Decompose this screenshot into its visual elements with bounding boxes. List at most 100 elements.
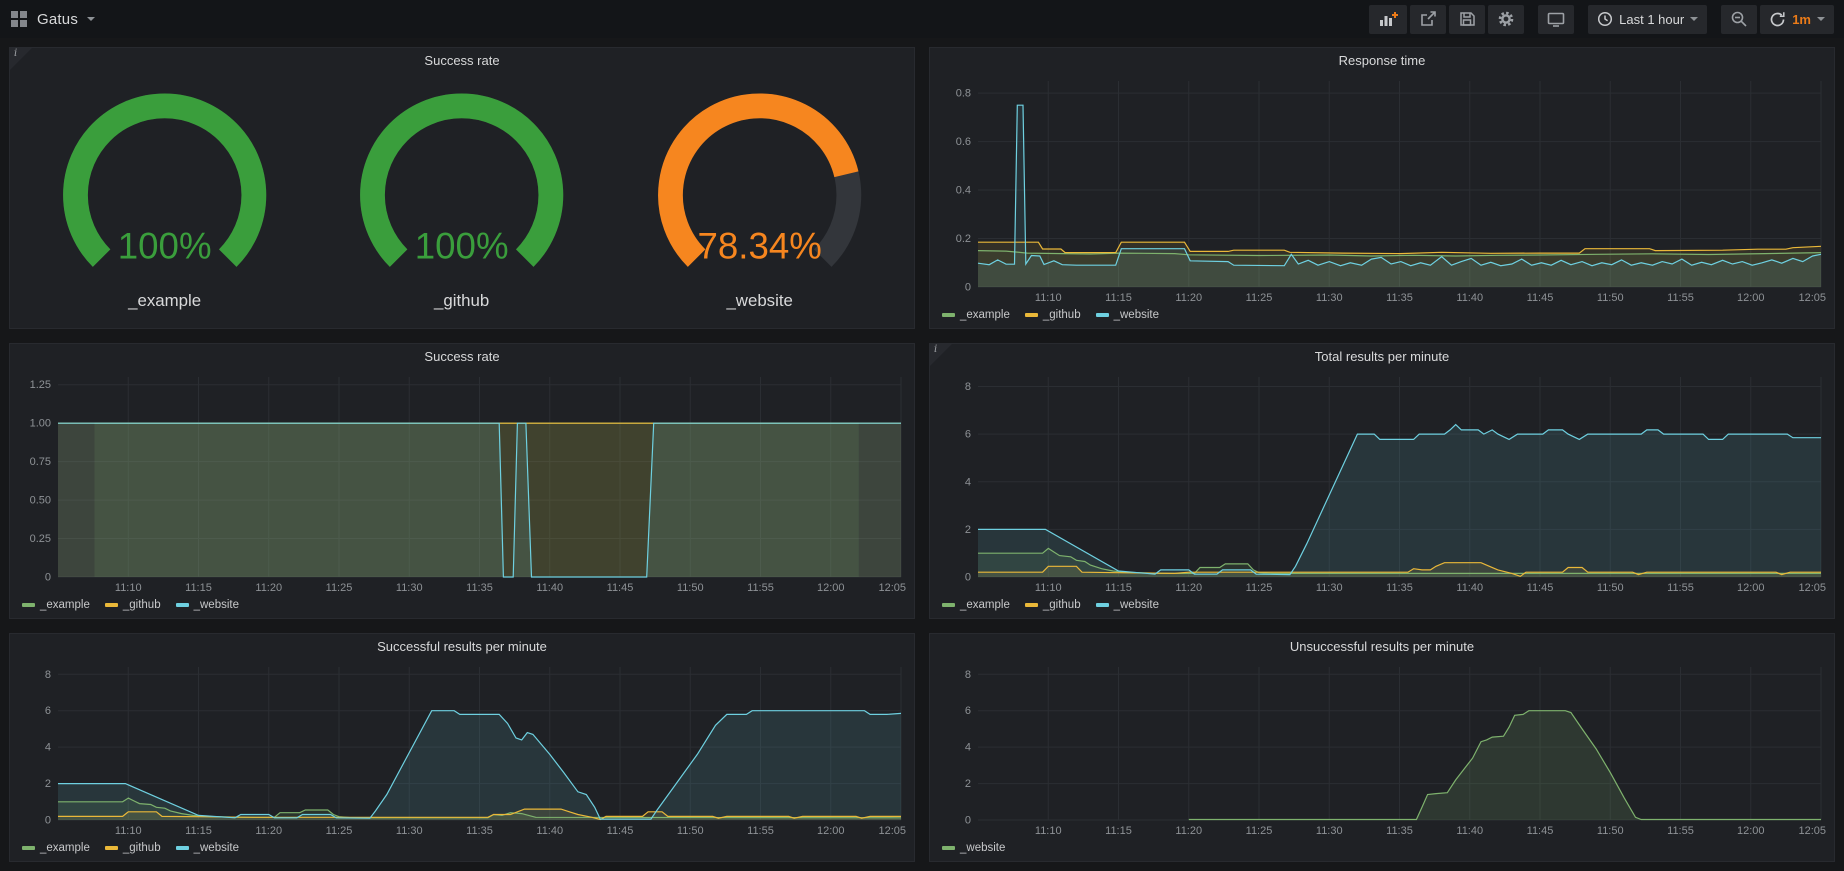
legend-item-_website[interactable]: _website: [942, 842, 1005, 854]
legend: _example _github _website: [16, 839, 908, 861]
x-tick-label: 11:20: [1175, 825, 1202, 837]
x-tick-label: 11:50: [1597, 292, 1624, 304]
gauge-_example: 100% _example: [16, 74, 313, 328]
series-area-_example: [978, 548, 1821, 577]
panel-title[interactable]: Success rate: [424, 53, 500, 68]
x-tick-label: 11:20: [255, 582, 282, 594]
x-tick-label: 12:00: [1737, 825, 1765, 837]
plot-area[interactable]: 0 2 4 6 8 11:10 11:15 11:20 11:25 11:30 11:35 11:40…: [16, 660, 908, 839]
legend-item-_example[interactable]: _example: [22, 599, 90, 611]
x-tick-label: 11:30: [1316, 292, 1343, 304]
plot-area[interactable]: 0 2 4 6 8 11:10 11:15 11:20 11:25 11:30 11:35 11:40…: [936, 660, 1828, 839]
x-tick-label: 11:25: [326, 825, 353, 837]
y-tick-label: 0.50: [30, 495, 51, 507]
y-tick-label: 6: [45, 705, 51, 717]
panel-success-rate-graph: i Success rate 00.250.500.751.001.2511:1…: [9, 343, 915, 619]
legend-item-_website[interactable]: _website: [1095, 309, 1159, 321]
chart-body: 0 2 4 6 8 11:10 11:15 11:20 11:25 11:30 11:35 11:40…: [10, 660, 914, 861]
plot-area[interactable]: 0 2 4 6 8 11:10 11:15 11:20 11:25 11:30 11:35 11:40…: [936, 370, 1828, 596]
series-area-_example: [94, 423, 859, 577]
legend-item-_example[interactable]: _example: [942, 309, 1010, 321]
x-tick-label: 12:05: [1798, 825, 1826, 837]
share-button[interactable]: [1410, 4, 1447, 34]
panel-info-icon[interactable]: i: [10, 48, 32, 70]
x-tick-label: 11:55: [747, 582, 774, 594]
x-tick-label: 11:40: [1456, 582, 1483, 594]
refresh-icon: [1770, 11, 1785, 26]
plot-area[interactable]: 0 0.2 0.4 0.6 0.8 11:10 11:15 11:20 11:25 11:30 11…: [936, 74, 1828, 306]
legend-item-_github[interactable]: _github: [1024, 309, 1081, 321]
legend-swatch: [175, 845, 189, 850]
y-tick-label: 0.75: [30, 456, 51, 468]
legend-item-_website[interactable]: _website: [175, 599, 239, 611]
dashboard-picker[interactable]: Gatus: [10, 10, 96, 28]
x-tick-label: 12:00: [817, 582, 845, 594]
panel-title[interactable]: Unsuccessful results per minute: [1289, 639, 1475, 654]
gauge-_website: 78.34% _website: [611, 74, 908, 328]
x-tick-label: 12:05: [878, 582, 906, 594]
legend-swatch: [942, 845, 955, 850]
gauge-label: _website: [725, 291, 792, 310]
x-tick-label: 11:10: [115, 825, 142, 837]
gauge-value: 100%: [415, 225, 509, 266]
legend-item-_example[interactable]: _example: [22, 842, 90, 854]
chart-svg: 0 2 4 6 8 11:10 11:15 11:20 11:25 11:30 11:35 11:40…: [965, 377, 1826, 594]
add-panel-button[interactable]: [1369, 4, 1408, 34]
tv-mode-button[interactable]: [1538, 4, 1575, 34]
refresh-button[interactable]: 1m: [1760, 4, 1834, 34]
legend-item-_website[interactable]: _website: [175, 842, 239, 854]
add-panel-icon: [1380, 12, 1399, 26]
x-tick-label: 12:05: [878, 825, 906, 837]
panel-title[interactable]: Successful results per minute: [377, 639, 547, 654]
x-tick-label: 12:00: [817, 825, 845, 837]
x-tick-label: 11:30: [396, 582, 423, 594]
y-tick-label: 2: [965, 524, 971, 536]
x-tick-label: 11:55: [1667, 292, 1694, 304]
x-tick-label: 11:45: [1527, 292, 1554, 304]
gauge-value: 78.34%: [697, 225, 821, 266]
series-area-_github: [58, 423, 901, 577]
series-area-_example: [978, 250, 1821, 287]
chevron-down-icon: [1690, 17, 1699, 21]
panel-title[interactable]: Response time: [1338, 53, 1426, 68]
plot-area[interactable]: 0 0.25 0.50 0.75 1.00 1.25 11:10 11:15 11:20 11:2…: [16, 370, 908, 596]
x-tick-label: 11:35: [1386, 582, 1413, 594]
panel-title[interactable]: Total results per minute: [1314, 349, 1450, 364]
gear-icon: [1498, 11, 1514, 27]
x-tick-label: 11:10: [1035, 582, 1062, 594]
settings-button[interactable]: [1488, 4, 1525, 34]
clock-icon: [1598, 11, 1613, 27]
x-tick-label: 11:30: [396, 825, 423, 837]
time-range-button[interactable]: Last 1 hour: [1588, 4, 1708, 34]
chevron-down-icon: [1817, 17, 1825, 21]
y-tick-label: 4: [965, 742, 971, 754]
panel-success-rate-gauges: i Success rate 100% _example 100% _githu…: [9, 47, 915, 329]
x-tick-label: 11:25: [1246, 825, 1273, 837]
panel-info-icon[interactable]: i: [930, 344, 952, 366]
series-line-_website: [977, 104, 1822, 267]
legend-item-_github[interactable]: _github: [104, 599, 161, 611]
time-range-label: Last 1 hour: [1619, 11, 1685, 27]
legend: _website: [936, 839, 1828, 861]
chart-svg: 0 0.25 0.50 0.75 1.00 1.25 11:10 11:15 11:20 11:2…: [30, 377, 906, 594]
tv-mode-icon: [1547, 12, 1565, 27]
x-tick-label: 11:10: [115, 582, 142, 594]
x-tick-label: 11:35: [1386, 292, 1413, 304]
panel-successful-results: i Successful results per minute 0246811:…: [9, 633, 915, 862]
series-area-_website: [58, 710, 901, 820]
legend-item-_example[interactable]: _example: [942, 599, 1010, 611]
y-tick-label: 0.25: [30, 533, 51, 545]
chart-body: 0 2 4 6 8 11:10 11:15 11:20 11:25 11:30 11:35 11:40…: [930, 370, 1834, 618]
legend-item-_website[interactable]: _website: [1095, 599, 1159, 611]
legend-swatch: [942, 312, 955, 317]
legend-item-_github[interactable]: _github: [1024, 599, 1081, 611]
top-navbar: Gatus: [0, 0, 1844, 38]
legend-item-_github[interactable]: _github: [104, 842, 161, 854]
zoom-out-button[interactable]: [1721, 4, 1758, 34]
legend-swatch: [1095, 312, 1109, 317]
panel-title[interactable]: Success rate: [424, 349, 500, 364]
x-tick-label: 11:25: [1246, 582, 1273, 594]
y-tick-label: 8: [965, 669, 971, 681]
save-button[interactable]: [1449, 4, 1486, 34]
x-tick-label: 11:50: [1597, 825, 1624, 837]
